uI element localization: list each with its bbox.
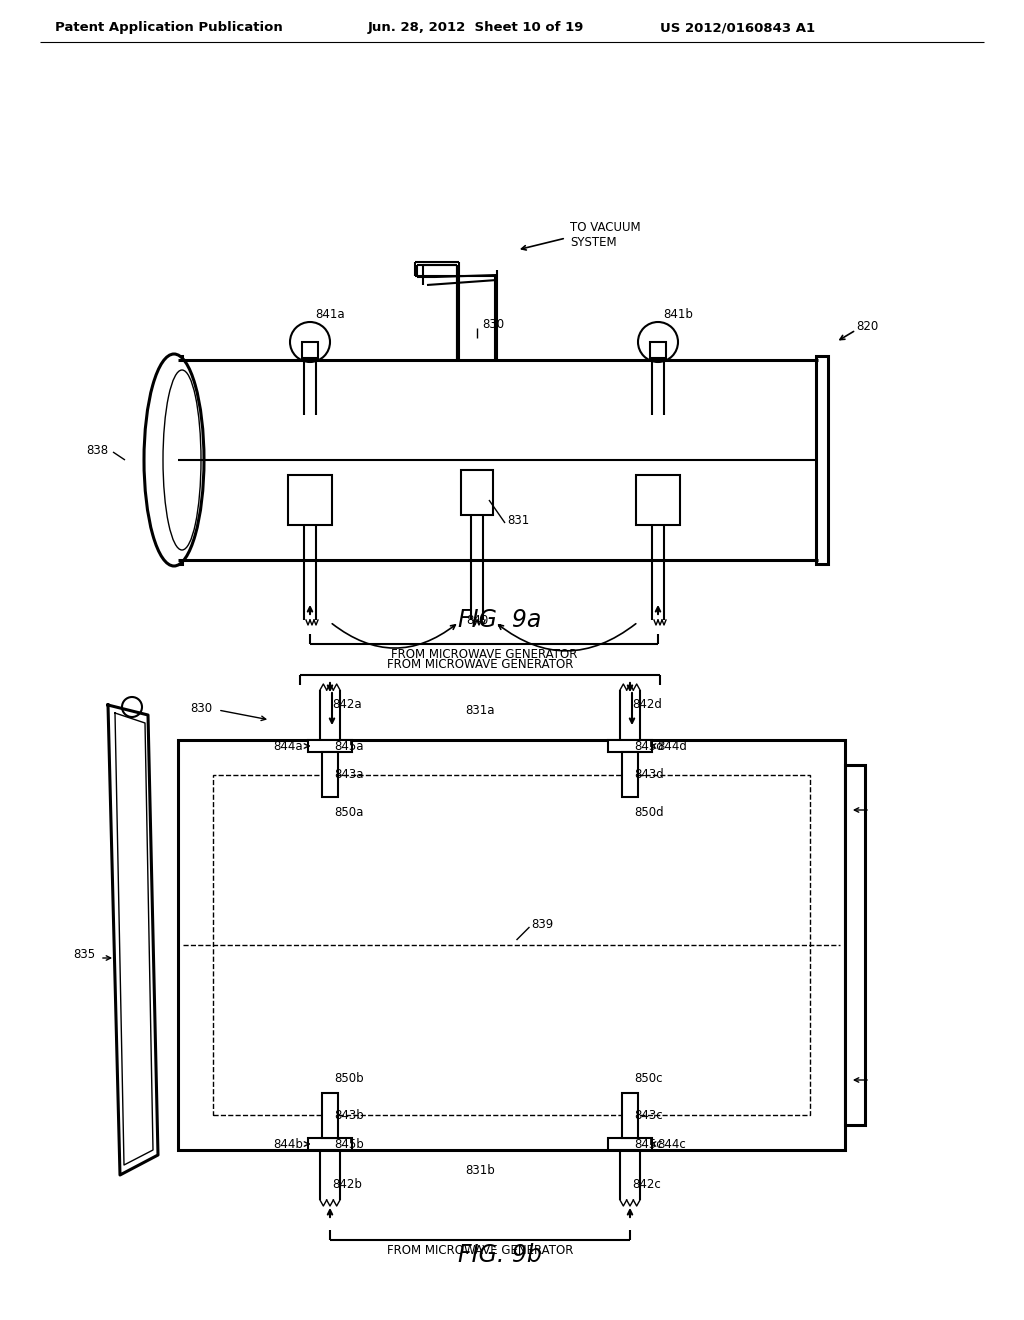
Bar <box>322 752 338 797</box>
Ellipse shape <box>144 354 204 566</box>
Text: 841b: 841b <box>663 309 693 322</box>
Text: 850c: 850c <box>634 1072 663 1085</box>
Text: 840: 840 <box>466 614 488 627</box>
Text: 844b: 844b <box>273 1138 303 1151</box>
Text: 843d: 843d <box>634 768 664 781</box>
Text: 838: 838 <box>86 444 108 457</box>
Bar <box>302 342 318 358</box>
Text: 844c: 844c <box>657 1138 686 1151</box>
Text: 830: 830 <box>482 318 504 331</box>
Text: 845d: 845d <box>634 739 664 752</box>
Bar <box>816 356 828 564</box>
Bar <box>308 1138 352 1150</box>
Bar <box>650 342 666 358</box>
Bar <box>170 356 182 564</box>
Text: 843c: 843c <box>634 1109 663 1122</box>
Bar <box>213 775 810 1115</box>
Bar <box>308 741 352 752</box>
Bar <box>461 470 493 515</box>
Ellipse shape <box>163 370 201 550</box>
Text: 830: 830 <box>190 701 212 714</box>
Text: 843a: 843a <box>334 768 364 781</box>
Text: Patent Application Publication: Patent Application Publication <box>55 21 283 34</box>
Text: 842d: 842d <box>632 698 662 711</box>
Text: 850a: 850a <box>334 805 364 818</box>
Bar <box>608 1138 652 1150</box>
Text: 845c: 845c <box>634 1138 663 1151</box>
Text: 831a: 831a <box>465 704 495 717</box>
Text: FROM MICROWAVE GENERATOR: FROM MICROWAVE GENERATOR <box>387 1243 573 1257</box>
Text: 845b: 845b <box>334 1138 364 1151</box>
Text: 831b: 831b <box>465 1163 495 1176</box>
Text: FIG. 9a: FIG. 9a <box>459 609 542 632</box>
Text: 843b: 843b <box>334 1109 364 1122</box>
Text: 831: 831 <box>507 513 529 527</box>
Bar <box>178 741 845 1150</box>
Text: 844d: 844d <box>657 739 687 752</box>
Text: 850d: 850d <box>634 805 664 818</box>
Bar <box>322 1093 338 1138</box>
Text: 839: 839 <box>531 919 554 932</box>
Text: FROM MICROWAVE GENERATOR: FROM MICROWAVE GENERATOR <box>391 648 578 660</box>
Text: FROM MICROWAVE GENERATOR: FROM MICROWAVE GENERATOR <box>387 659 573 672</box>
Text: FIG. 9b: FIG. 9b <box>458 1243 542 1267</box>
Bar <box>608 741 652 752</box>
Text: TO VACUUM
SYSTEM: TO VACUUM SYSTEM <box>570 220 641 249</box>
Text: US 2012/0160843 A1: US 2012/0160843 A1 <box>660 21 815 34</box>
Bar <box>622 752 638 797</box>
Text: 842c: 842c <box>632 1179 660 1192</box>
Text: 841a: 841a <box>315 309 345 322</box>
Circle shape <box>122 697 142 717</box>
Text: 845a: 845a <box>334 739 364 752</box>
Bar <box>622 1093 638 1138</box>
Bar <box>845 766 865 1125</box>
Text: 844a: 844a <box>273 739 303 752</box>
Text: Jun. 28, 2012  Sheet 10 of 19: Jun. 28, 2012 Sheet 10 of 19 <box>368 21 585 34</box>
Text: 850b: 850b <box>334 1072 364 1085</box>
Text: 842b: 842b <box>332 1179 361 1192</box>
Text: 835: 835 <box>73 949 95 961</box>
Bar <box>288 475 332 525</box>
Text: 842a: 842a <box>332 698 361 711</box>
Text: 820: 820 <box>856 321 879 334</box>
Bar <box>636 475 680 525</box>
